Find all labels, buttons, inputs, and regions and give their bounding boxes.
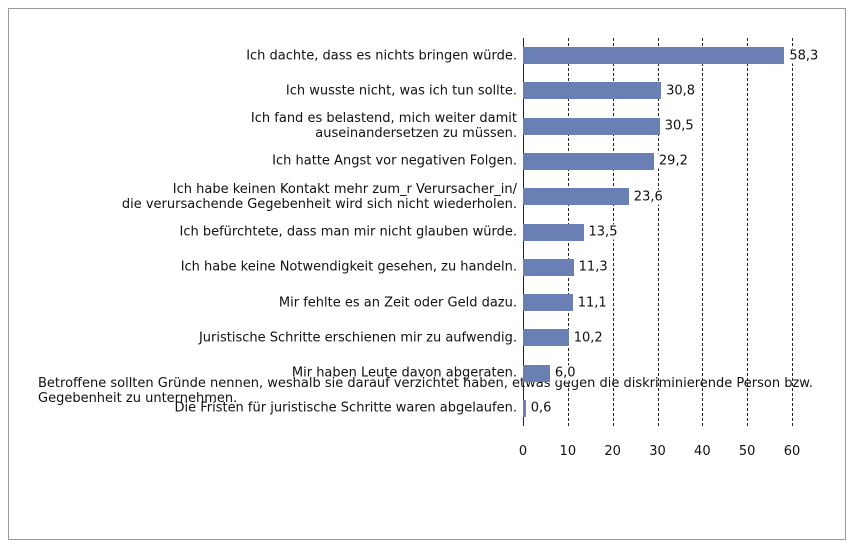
x-tick-label: 50 <box>738 444 756 459</box>
x-tick-label: 40 <box>694 444 711 459</box>
x-tick-label: 60 <box>783 444 801 459</box>
note: Betroffene sollten Gründe nennen, weshal… <box>38 376 813 406</box>
bar <box>523 152 654 170</box>
value-label: 10,2 <box>572 330 604 346</box>
y-tick-label: Ich habe keine Notwendigkeit gesehen, zu… <box>180 259 517 275</box>
value-label: 11,3 <box>577 259 609 275</box>
grid-line <box>657 38 659 426</box>
frame <box>8 8 846 540</box>
bar <box>523 47 785 65</box>
y-tick-label: Die Fristen für juristische Schritte war… <box>174 400 517 416</box>
value-label: 30,5 <box>663 118 695 134</box>
y-tick-label: Ich hatte Angst vor negativen Folgen. <box>272 153 517 169</box>
bar <box>523 223 584 241</box>
bar <box>523 399 526 417</box>
bar <box>523 188 629 206</box>
y-tick-label: Mir haben Leute davon abgeraten. <box>291 365 517 381</box>
y-tick-label: Ich wusste nicht, was ich tun sollte. <box>285 83 517 99</box>
bar <box>523 329 569 347</box>
value-label: 11,1 <box>576 295 608 311</box>
value-label: 30,8 <box>665 83 697 99</box>
bar <box>523 82 662 100</box>
value-label: 23,6 <box>632 189 664 205</box>
grid-line <box>702 38 704 426</box>
y-tick-label: Ich dachte, dass es nichts bringen würde… <box>246 48 517 64</box>
bar <box>523 364 550 382</box>
x-tick-label: 10 <box>559 444 577 459</box>
grid-line <box>747 38 749 426</box>
x-tick-label: 0 <box>518 444 528 459</box>
y-tick-label: Ich fand es belastend, mich weiter damit… <box>250 111 517 142</box>
y-tick-label: Mir fehlte es an Zeit oder Geld dazu. <box>278 295 517 311</box>
bar <box>523 294 573 312</box>
value-label: 6,0 <box>553 365 577 381</box>
x-tick-label: 20 <box>604 444 621 459</box>
bar <box>523 117 660 135</box>
x-tick-label: 30 <box>649 444 666 459</box>
value-label: 13,5 <box>587 224 619 240</box>
bar <box>523 258 574 276</box>
grid-line <box>792 38 793 426</box>
y-tick-label: Ich habe keinen Kontakt mehr zum_r Verur… <box>121 181 517 212</box>
y-tick-label: Juristische Schritte erschienen mir zu a… <box>198 330 517 346</box>
value-label: 29,2 <box>657 153 689 169</box>
value-label: 58,3 <box>788 48 820 64</box>
value-label: 0,6 <box>529 400 553 416</box>
y-tick-label: Ich befürchtete, dass man mir nicht glau… <box>179 224 518 240</box>
